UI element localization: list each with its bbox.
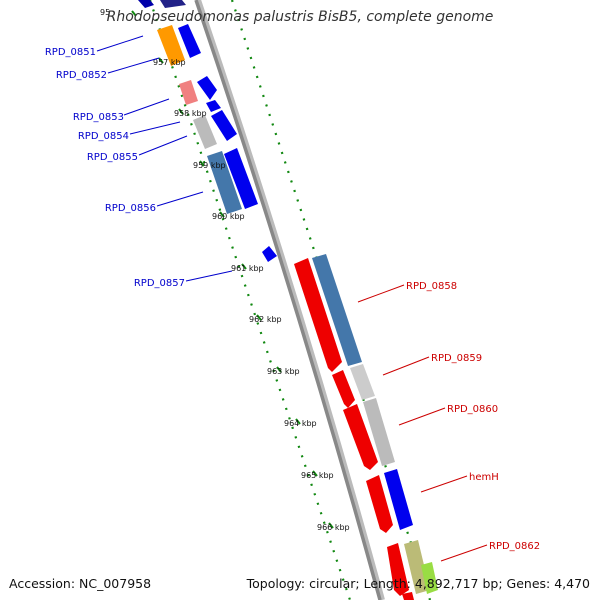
gene-RPD_0854-arrow[interactable] (211, 110, 237, 141)
gene-RPD_0852-cog-block[interactable] (179, 80, 198, 105)
kbp-tick-label: 957 kbp (153, 58, 186, 67)
gene-label-RPD_0851[interactable]: RPD_0851 (45, 47, 96, 58)
reverse-label-leader (440, 544, 488, 562)
gene-RPD_0857-arrow[interactable] (262, 246, 277, 262)
gene-RPD_0862-arrow[interactable] (387, 543, 409, 596)
forward-label-leader (107, 57, 160, 74)
gene-hemH-cog-block[interactable] (384, 469, 413, 530)
kbp-tick-label: 958 kbp (174, 109, 207, 118)
gene-RPD_0863-arrow[interactable] (402, 592, 414, 600)
reverse-gene-features (294, 254, 438, 600)
forward-label-leader (96, 35, 144, 52)
gene-RPD_0853-arrow[interactable] (206, 100, 221, 112)
gene-label-RPD_0862[interactable]: RPD_0862 (489, 541, 540, 552)
reverse-label-leader (398, 407, 446, 426)
reverse-label-leader (382, 356, 430, 376)
reverse-label-leaders (357, 284, 488, 562)
kbp-tick-mark (295, 418, 301, 425)
gene-RPD_0860-arrow[interactable] (343, 404, 378, 470)
gene-label-RPD_0860[interactable]: RPD_0860 (447, 404, 498, 415)
gene-label-hemH[interactable]: hemH (469, 472, 499, 483)
gene-RPD_0854-cog-block[interactable] (193, 115, 217, 149)
gene-RPD_0858-cog-block[interactable] (312, 254, 362, 366)
kbp-tick-mark (328, 522, 334, 529)
gene-label-RPD_0859[interactable]: RPD_0859 (431, 353, 482, 364)
kbp-tick-label: 966 kbp (317, 523, 350, 532)
gene-RPD_0862-cog-block[interactable] (404, 540, 430, 594)
reverse-label-leader (357, 284, 405, 303)
gene-RPD_0850-arrow[interactable] (138, 0, 154, 8)
gene-RPD_0859-arrow[interactable] (332, 370, 355, 408)
forward-gene-features (138, 0, 277, 262)
kbp-tick-mark (158, 57, 164, 64)
reverse-gene-labels: RPD_0858 RPD_0859 RPD_0860 hemH RPD_0862 (406, 281, 540, 552)
kbp-tick-label: 961 kbp (231, 264, 264, 273)
gene-RPD_0863-cog-block[interactable] (421, 562, 438, 594)
gene-RPD_0856-cog-block[interactable] (207, 151, 242, 214)
kbp-tick-label: 964 kbp (284, 419, 317, 428)
gene-label-RPD_0855[interactable]: RPD_0855 (87, 152, 138, 163)
kbp-tick-mark (131, 10, 137, 17)
gene-RPD_0851-arrow[interactable] (178, 24, 201, 58)
forward-label-leaders (96, 35, 233, 282)
reverse-label-leader (420, 475, 468, 493)
gene-RPD_0852-arrow[interactable] (197, 76, 217, 100)
gene-label-RPD_0856[interactable]: RPD_0856 (105, 203, 156, 214)
forward-label-leader (129, 121, 181, 135)
gene-RPD_0851-cog-block[interactable] (157, 25, 185, 66)
forward-label-leader (138, 135, 188, 156)
gene-RPD_0856-arrow[interactable] (224, 148, 258, 209)
kbp-tick-label: 963 kbp (267, 367, 300, 376)
kbp-tick-label: 960 kbp (212, 212, 245, 221)
kbp-tick-mark (312, 470, 318, 477)
accession-text: Accession: NC_007958 (9, 576, 152, 591)
genome-backbone (194, 0, 382, 600)
gene-RPD_0860-cog-block[interactable] (363, 398, 395, 466)
kbp-tick-mark (199, 160, 205, 167)
kbp-tick-mark (276, 366, 282, 373)
kbp-tick-marks (131, 10, 334, 529)
gene-RPD_0858-arrow[interactable] (294, 258, 342, 372)
forward-label-leader (185, 270, 233, 282)
gene-RPD_0850-cog-block[interactable] (160, 0, 186, 8)
gene-label-RPD_0858[interactable]: RPD_0858 (406, 281, 457, 292)
gene-hemH-arrow[interactable] (366, 475, 393, 533)
kbp-tick-label: 962 kbp (249, 315, 282, 324)
kbp-tick-mark (256, 314, 262, 321)
genome-backbone-shadow (195, 0, 385, 600)
gene-label-RPD_0854[interactable]: RPD_0854 (78, 131, 129, 142)
map-title: Rhodopseudomonas palustris BisB5, comple… (106, 9, 494, 25)
gene-label-RPD_0857[interactable]: RPD_0857 (134, 278, 185, 289)
topology-text: Topology: circular; Length: 4,892,717 bp… (246, 576, 590, 591)
kbp-tick-mark (178, 108, 184, 115)
kbp-tick-label: 959 kbp (193, 161, 226, 170)
gene-RPD_0859-cog-block[interactable] (350, 364, 375, 400)
kbp-tick-label: 95 (100, 8, 110, 17)
gene-label-RPD_0852[interactable]: RPD_0852 (56, 70, 107, 81)
gene-label-RPD_0853[interactable]: RPD_0853 (73, 112, 124, 123)
forward-gene-labels: RPD_0851 RPD_0852 RPD_0853 RPD_0854 RPD_0855… (45, 47, 185, 289)
kbp-tick-label: 965 kbp (301, 471, 334, 480)
kbp-tick-mark (241, 263, 247, 270)
kbp-tick-labels: 95 957 kbp 958 kbp 959 kbp 960 kbp 961 kbp 962… (100, 8, 350, 532)
kbp-tick-mark (219, 211, 225, 218)
forward-label-leader (156, 191, 204, 207)
forward-label-leader (123, 98, 170, 116)
